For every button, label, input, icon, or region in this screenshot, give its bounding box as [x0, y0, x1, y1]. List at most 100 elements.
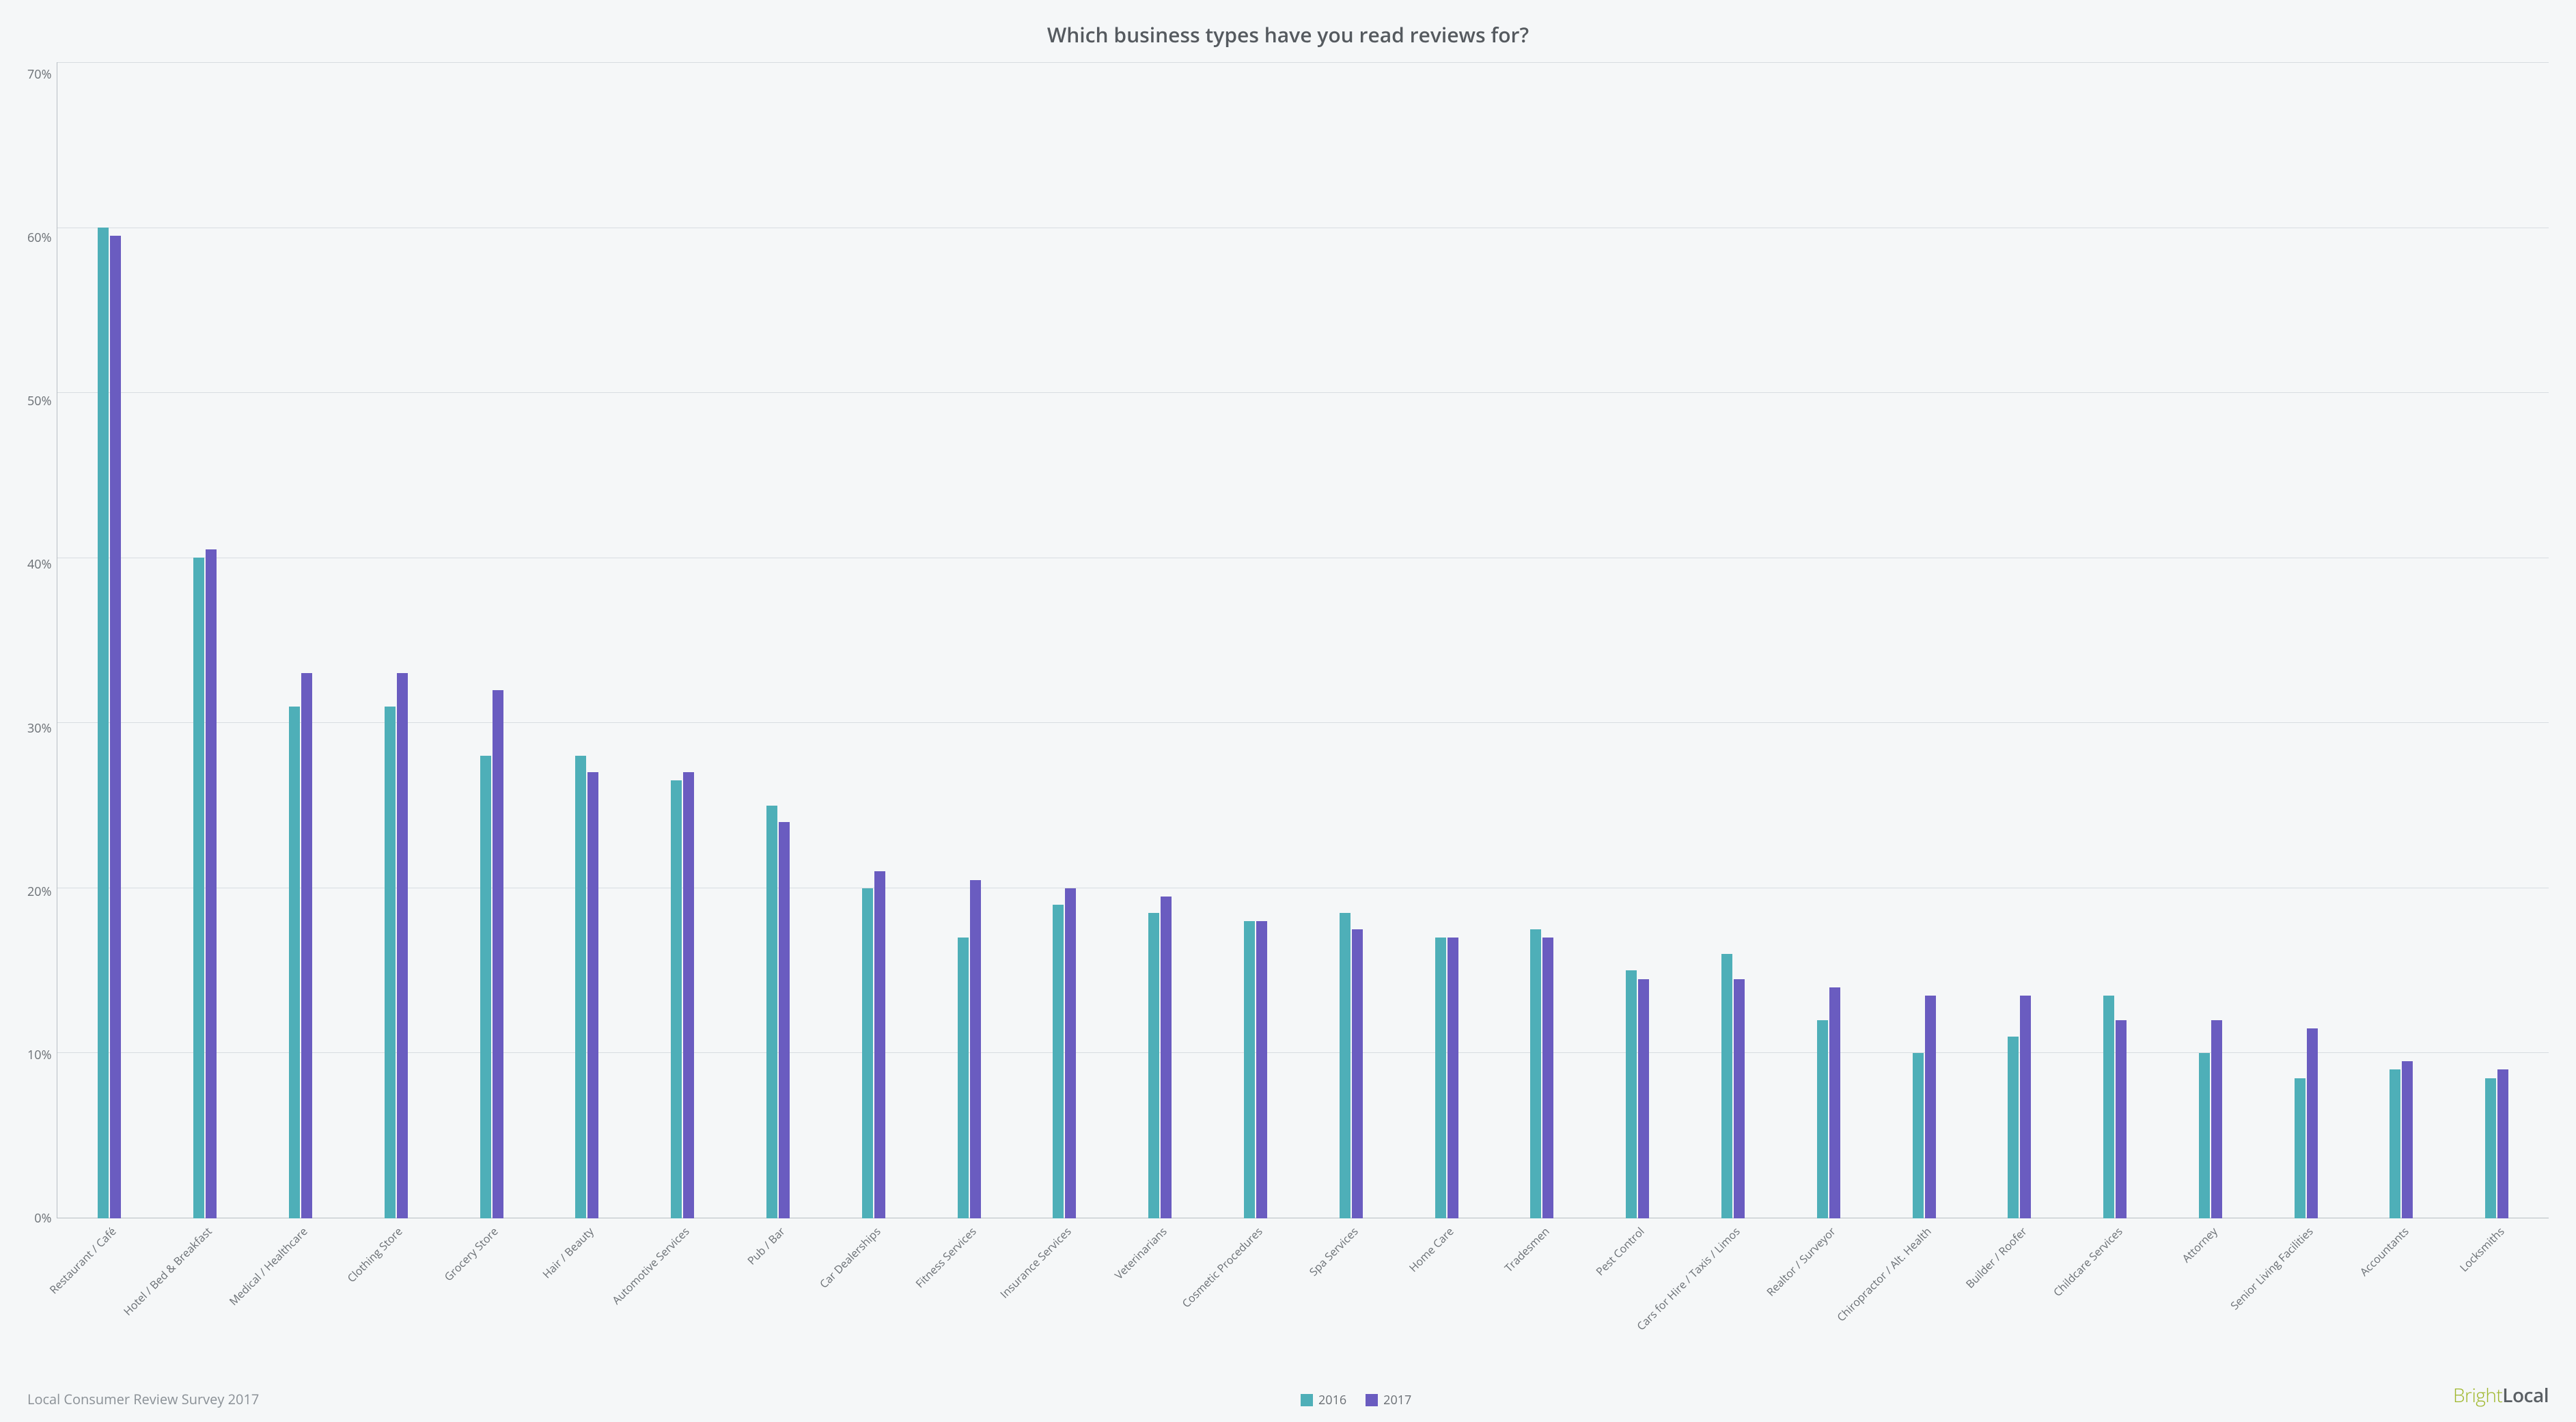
bar-group: [826, 62, 922, 1218]
bar: [1148, 913, 1159, 1218]
bar-group: [1590, 62, 1685, 1218]
bar-group: [1781, 62, 1876, 1218]
y-tick: 50%: [27, 395, 51, 407]
bar: [1435, 938, 1446, 1218]
bar-group: [1494, 62, 1590, 1218]
y-tick: 40%: [27, 558, 51, 571]
bar: [2307, 1028, 2318, 1218]
legend-swatch: [1301, 1394, 1313, 1406]
bar: [1925, 996, 1936, 1218]
bar: [1065, 888, 1076, 1218]
bar: [779, 822, 790, 1218]
brand-part1: Bright: [2453, 1382, 2502, 1408]
bar: [2402, 1061, 2413, 1218]
bar-group: [730, 62, 826, 1218]
bar-group: [635, 62, 730, 1218]
bar-group: [1876, 62, 1972, 1218]
bar: [1340, 913, 1351, 1218]
bar: [1542, 938, 1553, 1218]
bar: [970, 880, 981, 1219]
bars-row: [57, 62, 2549, 1218]
bar: [1626, 970, 1637, 1218]
bar-group: [539, 62, 635, 1218]
bar: [587, 772, 598, 1218]
x-label-reserve: [27, 1218, 2549, 1376]
bar: [683, 772, 694, 1218]
bar: [2008, 1037, 2019, 1218]
legend-swatch: [1366, 1394, 1378, 1406]
y-tick: 10%: [27, 1049, 51, 1061]
footer-row: Local Consumer Review Survey 2017 201620…: [27, 1376, 2549, 1408]
bar: [1256, 921, 1267, 1218]
bar: [1817, 1020, 1828, 1218]
bar: [874, 871, 885, 1218]
bar: [2211, 1020, 2222, 1218]
legend-item: 2016: [1301, 1392, 1346, 1408]
bar-group: [157, 62, 253, 1218]
bar-group: [2354, 62, 2450, 1218]
bar: [480, 756, 491, 1218]
bar: [2020, 996, 2031, 1218]
bar: [1448, 938, 1458, 1218]
bar: [1721, 954, 1732, 1218]
chart-container: Which business types have you read revie…: [0, 0, 2576, 1422]
bar-group: [61, 62, 157, 1218]
bar-group: [1112, 62, 1208, 1218]
legend-label: 2016: [1318, 1392, 1346, 1408]
bar: [2497, 1069, 2508, 1218]
bar: [301, 673, 312, 1218]
bar: [1352, 929, 1363, 1218]
bar: [1638, 979, 1649, 1218]
y-tick: 0%: [27, 1212, 51, 1225]
bar-group: [253, 62, 348, 1218]
bar-group: [922, 62, 1017, 1218]
bar: [958, 938, 969, 1218]
legend-item: 2017: [1366, 1392, 1411, 1408]
bar-group: [1685, 62, 1781, 1218]
bar: [193, 558, 204, 1218]
bar: [1053, 905, 1064, 1218]
bar: [1530, 929, 1541, 1218]
bar: [1161, 897, 1172, 1218]
bar-group: [2163, 62, 2258, 1218]
bar: [2295, 1078, 2305, 1218]
bar: [1829, 987, 1840, 1218]
bar-group: [2449, 62, 2545, 1218]
bar: [2199, 1053, 2210, 1218]
legend-label: 2017: [1383, 1392, 1411, 1408]
plot-area: 0%10%20%30%40%50%60%70%: [27, 62, 2549, 1218]
bar: [671, 780, 682, 1218]
bar: [289, 707, 300, 1218]
y-axis: 0%10%20%30%40%50%60%70%: [27, 62, 57, 1218]
bars-wrapper: [57, 62, 2549, 1218]
chart-title: Which business types have you read revie…: [27, 20, 2549, 49]
bar-group: [1208, 62, 1303, 1218]
bar: [397, 673, 408, 1218]
bar: [110, 236, 121, 1218]
bar-group: [1016, 62, 1112, 1218]
bar-group: [348, 62, 444, 1218]
y-tick: 70%: [27, 68, 51, 81]
brand-logo: BrightLocal: [2453, 1382, 2549, 1408]
bar-group: [1303, 62, 1399, 1218]
y-tick: 20%: [27, 886, 51, 898]
bar: [575, 756, 586, 1218]
bar-group: [2258, 62, 2354, 1218]
bar: [1913, 1053, 1924, 1218]
bar: [766, 806, 777, 1218]
legend: 2016 2017: [1301, 1392, 1411, 1408]
bar: [862, 888, 873, 1218]
bar: [98, 228, 109, 1218]
y-tick: 30%: [27, 722, 51, 735]
brand-part2: Local: [2502, 1382, 2549, 1408]
bar: [2390, 1069, 2400, 1218]
bar-group: [2067, 62, 2163, 1218]
bar: [1244, 921, 1255, 1218]
bar: [2116, 1020, 2127, 1218]
y-tick: 60%: [27, 232, 51, 244]
bar: [493, 690, 503, 1218]
bar-group: [1971, 62, 2067, 1218]
source-caption: Local Consumer Review Survey 2017: [27, 1390, 259, 1408]
bar: [2103, 996, 2114, 1218]
bar-group: [1399, 62, 1495, 1218]
